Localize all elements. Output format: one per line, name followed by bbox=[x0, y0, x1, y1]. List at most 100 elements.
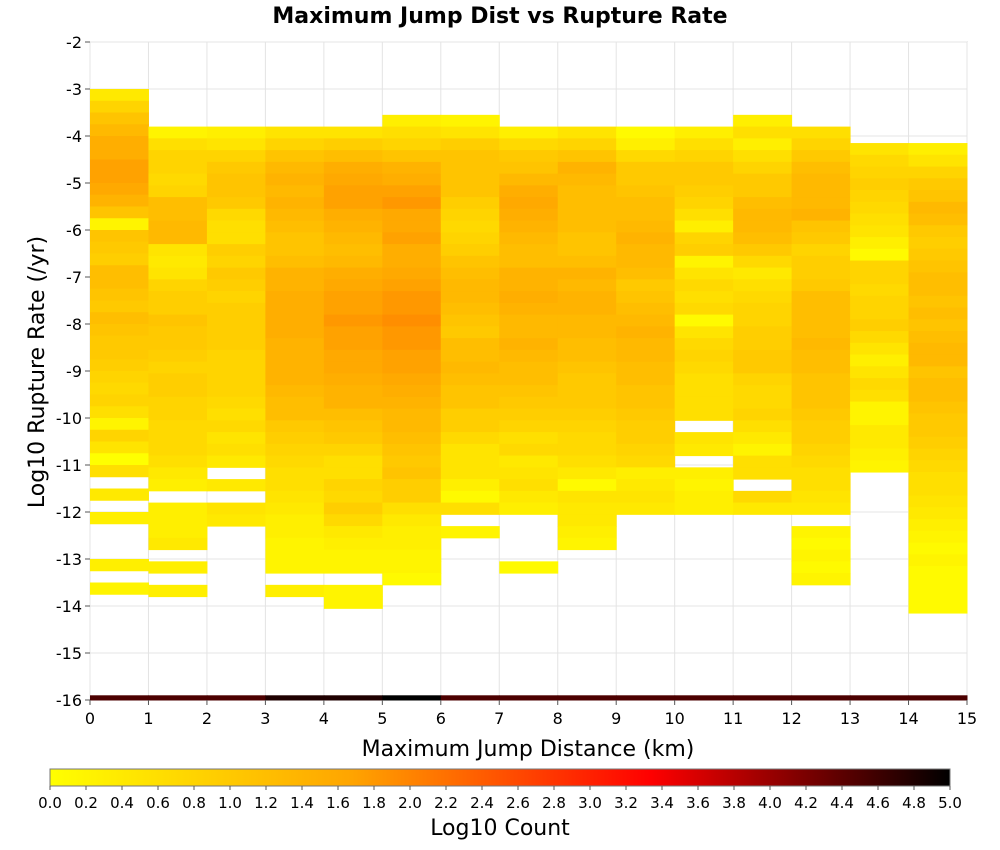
heatmap-cell bbox=[499, 373, 559, 386]
heatmap-cell bbox=[616, 479, 676, 492]
heatmap-cell bbox=[616, 150, 676, 163]
heatmap-cell bbox=[616, 408, 676, 421]
heatmap-cell bbox=[499, 420, 559, 433]
heatmap-cell bbox=[908, 519, 968, 532]
heatmap-cell bbox=[382, 479, 442, 492]
heatmap-cell bbox=[499, 479, 559, 492]
heatmap-cell bbox=[440, 455, 500, 468]
heatmap-cell bbox=[850, 401, 910, 414]
heatmap-cell bbox=[382, 396, 442, 410]
heatmap-cell bbox=[206, 232, 266, 245]
heatmap-cell bbox=[90, 253, 149, 266]
heatmap-cell bbox=[499, 349, 559, 363]
heatmap-cell bbox=[616, 385, 676, 398]
heatmap-cell bbox=[733, 161, 793, 175]
heatmap-cell bbox=[148, 185, 208, 198]
heatmap-cell bbox=[908, 154, 968, 168]
heatmap-cell bbox=[908, 178, 968, 191]
heatmap-cell bbox=[674, 291, 734, 304]
heatmap-cell bbox=[206, 161, 266, 175]
heatmap-cell bbox=[265, 279, 325, 292]
heatmap-cell bbox=[908, 248, 968, 262]
heatmap-cell bbox=[733, 126, 793, 139]
heatmap-cell bbox=[908, 425, 968, 438]
heatmap-cell bbox=[616, 314, 676, 327]
heatmap-cell bbox=[382, 573, 442, 586]
x-tick-label: 4 bbox=[319, 709, 329, 728]
heatmap-cell bbox=[850, 695, 910, 701]
heatmap-cell bbox=[499, 408, 559, 421]
heatmap-cell bbox=[791, 338, 851, 351]
heatmap-cell bbox=[733, 408, 793, 421]
heatmap-cell bbox=[499, 161, 559, 175]
y-tick-label: -3 bbox=[66, 80, 82, 99]
heatmap-cell bbox=[499, 255, 559, 269]
heatmap-cell bbox=[382, 385, 442, 398]
heatmap-cell bbox=[323, 361, 383, 374]
heatmap-cell bbox=[908, 554, 968, 567]
heatmap-cell bbox=[908, 366, 968, 379]
heatmap-cell bbox=[90, 371, 149, 384]
heatmap-cell bbox=[616, 232, 676, 245]
heatmap-cell bbox=[733, 114, 793, 128]
heatmap-cell bbox=[733, 208, 793, 222]
heatmap-cell bbox=[791, 173, 851, 186]
heatmap-cell bbox=[850, 260, 910, 273]
heatmap-cell bbox=[382, 244, 442, 257]
heatmap-cell bbox=[733, 490, 793, 504]
heatmap-cell bbox=[148, 502, 208, 515]
heatmap-cell bbox=[206, 185, 266, 198]
heatmap-cell bbox=[148, 279, 208, 292]
heatmap-cell bbox=[908, 436, 968, 450]
heatmap-cell bbox=[323, 197, 383, 210]
heatmap-cell bbox=[440, 361, 500, 374]
heatmap-cell bbox=[908, 378, 968, 391]
heatmap-cell bbox=[440, 326, 500, 339]
colorbar-tick-label: 2.6 bbox=[506, 794, 530, 812]
heatmap-cell bbox=[850, 460, 910, 473]
heatmap-cell bbox=[90, 277, 149, 290]
heatmap-cell bbox=[499, 279, 559, 292]
heatmap-cell bbox=[850, 354, 910, 367]
heatmap-cell bbox=[733, 150, 793, 163]
heatmap-cell bbox=[440, 502, 500, 515]
x-tick-label: 15 bbox=[957, 709, 977, 728]
heatmap-cell bbox=[148, 291, 208, 304]
heatmap-cell bbox=[557, 279, 617, 292]
heatmap-cell bbox=[850, 319, 910, 332]
heatmap-cell bbox=[499, 443, 559, 457]
heatmap-cell bbox=[674, 126, 734, 139]
heatmap-cell bbox=[557, 220, 617, 233]
heatmap-cell bbox=[382, 302, 442, 316]
heatmap-cell bbox=[616, 173, 676, 186]
heatmap-cell bbox=[791, 385, 851, 398]
heatmap-cell bbox=[499, 490, 559, 504]
heatmap-cell bbox=[616, 161, 676, 175]
heatmap-cell bbox=[616, 138, 676, 151]
heatmap-cell bbox=[148, 220, 208, 233]
heatmap-cell bbox=[382, 267, 442, 280]
heatmap-cell bbox=[791, 573, 851, 586]
heatmap-cell bbox=[265, 467, 325, 480]
heatmap-cell bbox=[440, 302, 500, 316]
heatmap-cell bbox=[265, 490, 325, 504]
heatmap-cell bbox=[148, 584, 208, 598]
heatmap-cell bbox=[440, 197, 500, 210]
heatmap-cell bbox=[148, 255, 208, 269]
heatmap-cell bbox=[265, 291, 325, 304]
heatmap-cell bbox=[382, 349, 442, 363]
heatmap-cell bbox=[908, 260, 968, 273]
heatmap-cell bbox=[323, 185, 383, 198]
colorbar-tick-label: 4.8 bbox=[902, 794, 926, 812]
heatmap-cell bbox=[674, 197, 734, 210]
heatmap-cell bbox=[791, 443, 851, 457]
heatmap-cell bbox=[148, 173, 208, 186]
colorbar-tick-label: 0.2 bbox=[74, 794, 98, 812]
heatmap-cell bbox=[440, 150, 500, 163]
y-tick-label: -16 bbox=[56, 691, 82, 710]
heatmap-cell bbox=[499, 208, 559, 222]
heatmap-cell bbox=[265, 244, 325, 257]
heatmap-cell bbox=[90, 241, 149, 254]
x-tick-label: 9 bbox=[611, 709, 621, 728]
heatmap-cell bbox=[382, 232, 442, 245]
